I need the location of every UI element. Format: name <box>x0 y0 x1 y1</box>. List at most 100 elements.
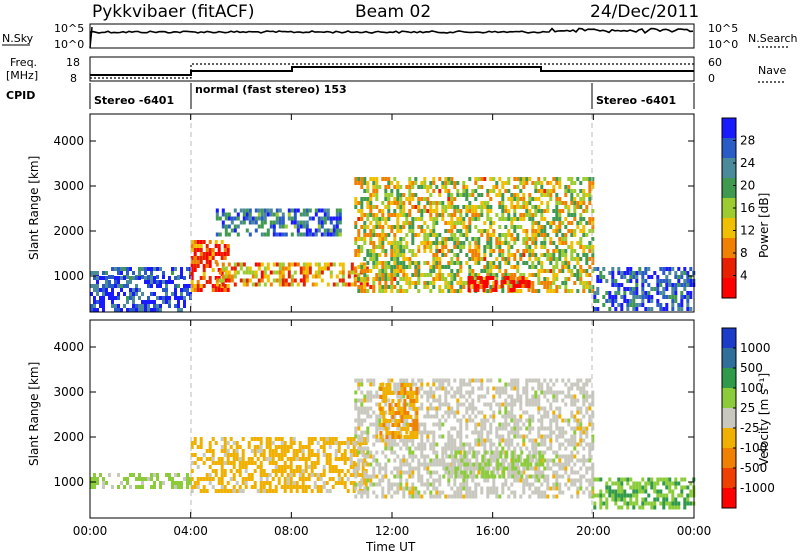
power-cell <box>471 189 475 193</box>
velocity-colorbar-swatch <box>722 448 736 469</box>
velocity-cell <box>534 442 538 447</box>
power-cell <box>117 280 120 284</box>
power-cell <box>224 216 228 221</box>
velocity-cell <box>352 441 356 445</box>
velocity-cell <box>501 390 505 395</box>
power-cell <box>393 261 397 265</box>
velocity-cell <box>208 465 212 469</box>
power-cell <box>480 185 484 189</box>
power-cell <box>576 241 580 245</box>
velocity-cell <box>474 422 478 427</box>
velocity-cell <box>183 477 186 481</box>
power-cell <box>254 262 258 267</box>
power-cell <box>272 278 276 283</box>
power-cell <box>429 213 433 217</box>
power-cell <box>196 248 200 252</box>
power-cell <box>105 276 108 280</box>
power-cell <box>132 292 135 296</box>
velocity-cell <box>438 398 442 403</box>
power-cell <box>132 276 135 280</box>
velocity-cell <box>453 482 457 487</box>
power-cell <box>591 253 595 257</box>
velocity-cell <box>620 477 624 482</box>
velocity-cell <box>486 434 490 439</box>
power-cell <box>199 244 203 248</box>
velocity-cell <box>465 434 469 439</box>
velocity-cell <box>537 486 541 491</box>
power-cell <box>190 256 194 260</box>
velocity-cell <box>363 470 367 475</box>
power-cell <box>362 262 366 267</box>
velocity-cell <box>393 482 397 487</box>
power-cell <box>305 278 309 283</box>
velocity-cell <box>382 395 386 399</box>
x-axis-label: Time UT <box>365 540 416 554</box>
velocity-cell <box>558 414 562 419</box>
velocity-cell <box>564 482 568 487</box>
power-cell <box>459 249 463 253</box>
power-cell <box>260 220 264 225</box>
power-cell <box>281 216 285 221</box>
velocity-cell <box>507 438 511 443</box>
velocity-cell <box>366 434 370 439</box>
velocity-cell <box>202 485 206 489</box>
velocity-cell <box>274 473 278 477</box>
power-cell <box>549 237 553 241</box>
power-cell <box>263 212 267 217</box>
power-cell <box>174 276 177 280</box>
velocity-cell <box>576 490 580 495</box>
velocity-cell <box>462 394 466 399</box>
velocity-cell <box>298 445 302 449</box>
power-cell <box>635 287 639 291</box>
power-cell <box>552 185 556 189</box>
power-cell <box>522 201 526 205</box>
power-cell <box>644 279 648 283</box>
power-cell <box>491 288 495 292</box>
power-cell <box>543 217 547 221</box>
power-cell <box>453 221 457 225</box>
velocity-cell <box>451 470 455 475</box>
velocity-cell <box>486 438 490 443</box>
velocity-cell <box>190 441 194 445</box>
velocity-cell <box>463 450 467 455</box>
velocity-cell <box>507 430 511 435</box>
velocity-cell <box>229 461 233 465</box>
power-cell <box>120 271 123 275</box>
power-cell <box>647 275 651 279</box>
power-cell <box>390 249 394 253</box>
power-cell <box>426 245 430 249</box>
velocity-cell <box>417 446 421 451</box>
velocity-cell <box>186 481 189 485</box>
velocity-cell <box>405 486 409 491</box>
velocity-cell <box>349 465 353 469</box>
velocity-cell <box>429 414 433 419</box>
power-cell <box>543 177 547 181</box>
velocity-cell <box>304 457 308 461</box>
power-cell <box>480 201 484 205</box>
velocity-cell <box>468 442 472 447</box>
velocity-cell <box>466 474 470 479</box>
power-cell <box>399 285 403 289</box>
power-cell <box>459 269 463 273</box>
velocity-cell <box>514 470 518 475</box>
velocity-cell <box>328 437 332 441</box>
power-cell <box>287 282 291 287</box>
power-cell <box>278 278 282 283</box>
power-cell <box>242 270 246 275</box>
velocity-cell <box>653 489 657 494</box>
velocity-cell <box>277 481 281 485</box>
velocity-colorbar-swatch <box>722 368 736 389</box>
power-cell <box>302 224 306 229</box>
power-cell <box>558 241 562 245</box>
power-cell <box>196 284 200 288</box>
velocity-cell <box>393 490 397 495</box>
velocity-cell <box>340 453 344 457</box>
power-cell <box>190 276 194 280</box>
velocity-cell <box>189 477 192 481</box>
velocity-cell <box>363 458 367 463</box>
velocity-cell <box>117 485 120 489</box>
power-cell <box>573 181 577 185</box>
velocity-cell <box>366 390 370 395</box>
velocity-cell <box>259 477 263 481</box>
